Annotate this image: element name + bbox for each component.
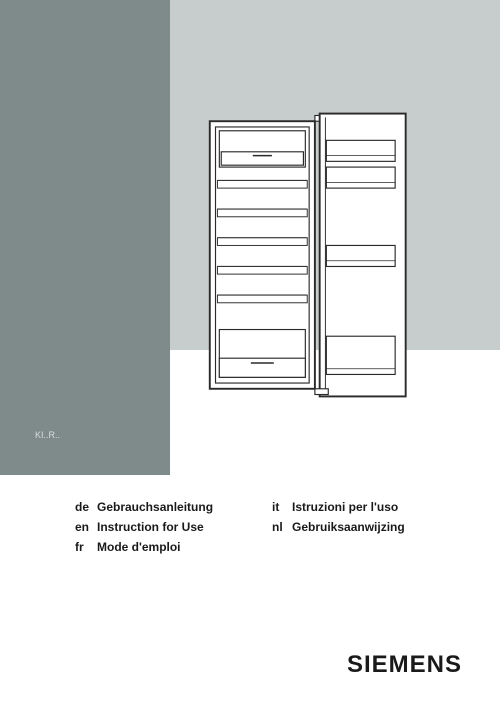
cover-top: KI..R.. xyxy=(0,0,500,475)
brand-logo: SIEMENS xyxy=(347,651,462,679)
lang-title: Gebruiksaanwijzing xyxy=(292,520,440,534)
lang-code: it xyxy=(272,500,292,514)
lang-code: en xyxy=(75,520,97,534)
gray-sidebar-panel xyxy=(0,0,170,475)
lang-code: de xyxy=(75,500,97,514)
lang-code: fr xyxy=(75,540,97,554)
model-number-label: KI..R.. xyxy=(35,430,60,440)
lang-title: Istruzioni per l'uso xyxy=(292,500,440,514)
lang-code xyxy=(272,540,292,554)
lang-title xyxy=(292,540,440,554)
language-row: deGebrauchsanleitungitIstruzioni per l'u… xyxy=(75,500,440,514)
lang-code: nl xyxy=(272,520,292,534)
cover-bottom: deGebrauchsanleitungitIstruzioni per l'u… xyxy=(0,490,500,707)
lang-title: Mode d'emploi xyxy=(97,540,272,554)
lang-title: Instruction for Use xyxy=(97,520,272,534)
language-list: deGebrauchsanleitungitIstruzioni per l'u… xyxy=(75,500,440,560)
language-row: enInstruction for UsenlGebruiksaanwijzin… xyxy=(75,520,440,534)
lang-title: Gebrauchsanleitung xyxy=(97,500,272,514)
refrigerator-illustration xyxy=(205,100,420,400)
language-row: frMode d'emploi xyxy=(75,540,440,554)
